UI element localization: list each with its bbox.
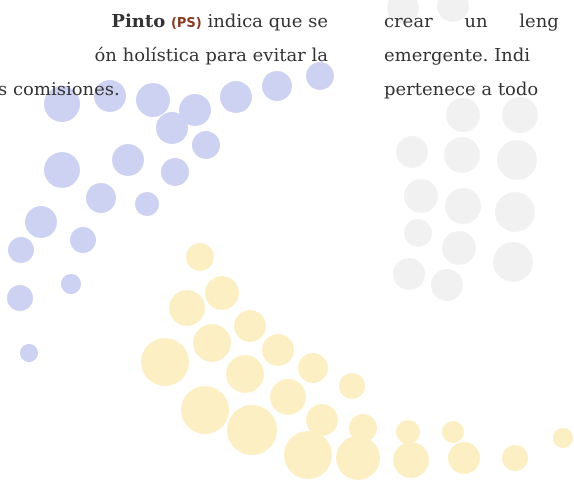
dot: [442, 231, 476, 265]
dot: [192, 131, 220, 159]
text-line: Pinto (PS) indica que se: [111, 10, 328, 36]
dot: [86, 183, 116, 213]
text-line: crear un leng: [384, 10, 559, 34]
dot: [169, 290, 205, 326]
text-line: emergente. Indi: [384, 44, 530, 68]
text-line: pertenece a todo: [384, 78, 538, 102]
dot: [502, 97, 538, 133]
dot: [393, 442, 429, 478]
dot: [446, 98, 480, 132]
dot: [396, 420, 420, 444]
dot: [7, 285, 33, 311]
dot: [493, 242, 533, 282]
dot: [495, 192, 535, 232]
dot: [445, 188, 481, 224]
dot: [136, 83, 170, 117]
dot: [448, 442, 480, 474]
dot: [141, 338, 189, 386]
dot: [396, 136, 428, 168]
dot: [8, 237, 34, 263]
dot: [205, 276, 239, 310]
dot: [61, 274, 81, 294]
dot: [181, 386, 229, 434]
dot: [339, 373, 365, 399]
text: indica que se: [207, 11, 328, 32]
dot: [156, 112, 188, 144]
dot: [161, 158, 189, 186]
text-line: ón holística para evitar la: [94, 44, 328, 68]
dot: [70, 227, 96, 253]
dot: [227, 405, 277, 455]
dot: [226, 355, 264, 393]
dot: [502, 445, 528, 471]
dot: [404, 179, 438, 213]
dot: [186, 243, 214, 271]
name: Pinto: [111, 11, 165, 32]
text-line: s comisiones.: [0, 78, 120, 102]
dot: [284, 431, 332, 479]
page: Pinto (PS) indica que se ón holística pa…: [0, 0, 574, 503]
dot: [298, 353, 328, 383]
dot: [336, 436, 380, 480]
dot: [270, 379, 306, 415]
dot: [262, 71, 292, 101]
dot: [234, 310, 266, 342]
dot: [20, 344, 38, 362]
party-abbr: (PS): [171, 16, 202, 31]
decorative-dots: [0, 0, 574, 503]
dot: [393, 258, 425, 290]
dot: [404, 219, 432, 247]
dot: [220, 81, 252, 113]
dot: [444, 137, 480, 173]
dot: [193, 324, 231, 362]
dot: [497, 140, 537, 180]
dot: [112, 144, 144, 176]
dot: [135, 192, 159, 216]
dot: [262, 334, 294, 366]
dot: [44, 152, 80, 188]
dot: [25, 206, 57, 238]
dot: [431, 269, 463, 301]
dot: [442, 421, 464, 443]
dot: [553, 428, 573, 448]
